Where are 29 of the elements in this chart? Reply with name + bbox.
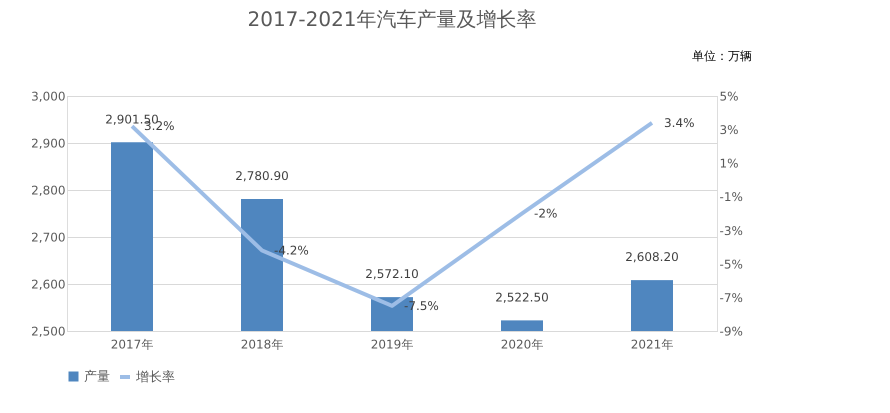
data-label: 2,608.20 bbox=[625, 250, 679, 264]
x-tick-label: 2018年 bbox=[240, 338, 284, 352]
x-tick-label: 2019年 bbox=[370, 338, 414, 352]
data-label: 2,522.50 bbox=[495, 290, 549, 304]
text: 单位：万辆 bbox=[692, 49, 752, 63]
legend-label: 产量 bbox=[84, 370, 110, 384]
y-tick-label: 3,000 bbox=[31, 90, 66, 104]
y2-tick-label: -5% bbox=[720, 257, 743, 272]
y2-tick-label: -7% bbox=[720, 290, 743, 305]
y-tick-label: 2,600 bbox=[31, 278, 66, 292]
y-tick-label: 2,900 bbox=[31, 136, 66, 150]
y2-tick-label: -9% bbox=[720, 324, 743, 338]
x-tick-label: 2021年 bbox=[630, 338, 674, 352]
x-tick-label: 2020年 bbox=[500, 338, 544, 352]
y2-tick-label: 5% bbox=[720, 90, 739, 104]
y2-tick-label: 3% bbox=[720, 123, 739, 138]
y-tick-label: 2,500 bbox=[31, 324, 66, 338]
chart-title: 2017-2021年汽车产量及增长率 bbox=[247, 7, 537, 31]
y-tick-label: 2,700 bbox=[31, 230, 66, 244]
x-tick-label: 2017年 bbox=[110, 338, 154, 352]
data-label: 3.4% bbox=[664, 116, 694, 130]
data-label: 2,572.10 bbox=[365, 267, 419, 282]
data-label: 2,780.90 bbox=[235, 168, 289, 183]
y2-tick-label: -1% bbox=[720, 190, 743, 204]
y2-tick-label: 1% bbox=[720, 156, 739, 171]
y-tick-label: 2,800 bbox=[31, 184, 66, 198]
y2-tick-label: -3% bbox=[720, 224, 743, 238]
data-label: -2% bbox=[534, 206, 558, 220]
legend-label: 增长率 bbox=[135, 369, 175, 385]
